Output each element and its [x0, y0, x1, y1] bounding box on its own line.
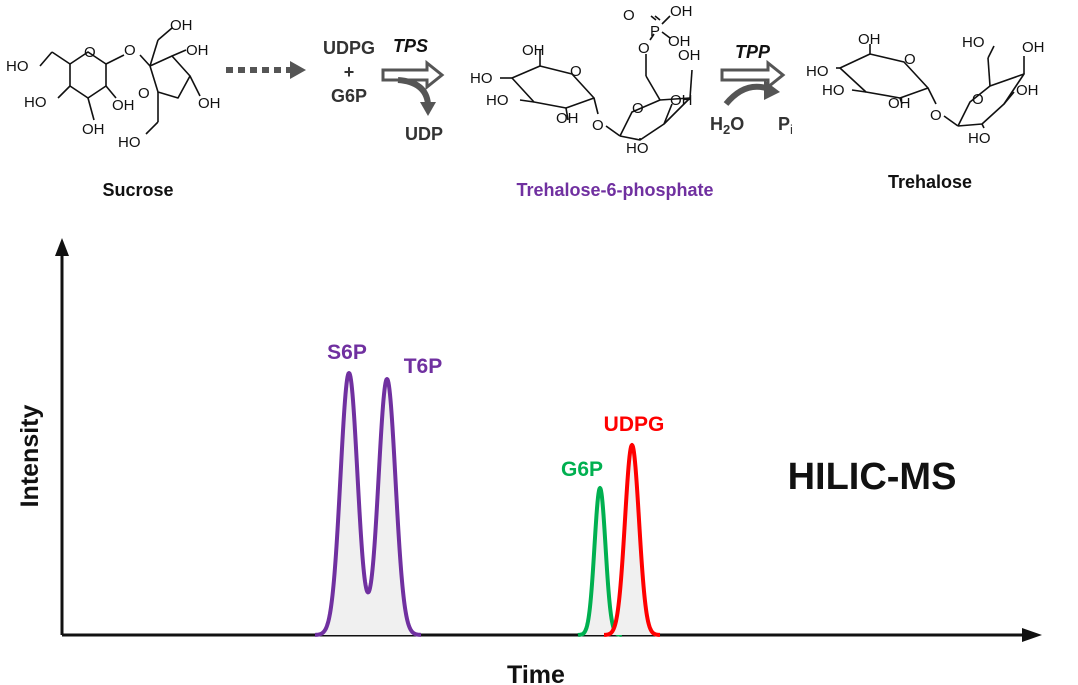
- label-trehalose: Trehalose: [888, 172, 972, 192]
- tre-oh-7: OH: [1016, 82, 1039, 99]
- substrate-udpg: UDPG: [323, 38, 375, 58]
- tre-ring-oxygen-1: O: [904, 51, 916, 68]
- hollow-arrow-icon: [720, 59, 786, 91]
- label-sucrose: Sucrose: [102, 180, 173, 200]
- sucrose-oh-5: OH: [170, 17, 193, 34]
- sucrose-oh-6: OH: [186, 42, 209, 59]
- tre-oh-1: OH: [858, 31, 881, 48]
- tre-ho-2: HO: [806, 63, 829, 80]
- y-axis-label: Intensity: [16, 405, 44, 508]
- t6p-oh-1: OH: [522, 42, 545, 59]
- reaction-tpp: TPP H2O Pi: [710, 42, 793, 137]
- tre-ho-3: HO: [822, 82, 845, 99]
- tre-ho-5: HO: [962, 34, 985, 51]
- t6p-ho-2: HO: [470, 70, 493, 87]
- x-axis-label: Time: [507, 661, 565, 685]
- phosphate-label: Pi: [778, 114, 793, 137]
- peak-area-udpg: [604, 445, 660, 635]
- label-t6p: Trehalose-6-phosphate: [516, 180, 713, 200]
- sucrose-ho-2: HO: [24, 94, 47, 111]
- t6p-oh-6: OH: [670, 92, 693, 109]
- t6p-ring-oxygen-2: O: [632, 100, 644, 117]
- dotted-arrow-icon: [226, 61, 306, 79]
- enzyme-tps: TPS: [393, 36, 428, 56]
- t6p-ho-7: HO: [626, 140, 649, 157]
- t6p-phosphorus: P: [650, 23, 660, 40]
- method-title: HILIC-MS: [788, 456, 957, 498]
- sucrose-ho-8: HO: [118, 134, 141, 151]
- enzyme-tpp: TPP: [735, 42, 771, 62]
- t6p-p-oh-1: OH: [670, 3, 693, 20]
- t6p-ho-3: HO: [486, 92, 509, 109]
- tre-ring-oxygen-2: O: [972, 91, 984, 108]
- hollow-arrow-icon: [381, 59, 445, 91]
- tre-oh-6: OH: [1022, 39, 1045, 56]
- peak-area-g6p: [578, 488, 622, 635]
- peak-label-udpg: UDPG: [604, 413, 665, 436]
- t6p-structure: O OH HO HO OH O O O P O OH OH OH OH HO: [470, 3, 701, 157]
- sucrose-bridge-oxygen: O: [124, 42, 136, 59]
- sucrose-ho-1: HO: [6, 58, 29, 75]
- product-udp: UDP: [405, 124, 443, 144]
- water-label: H2O: [710, 114, 744, 137]
- t6p-p-oh-2: OH: [668, 33, 691, 50]
- sucrose-fructose-oxygen: O: [138, 85, 150, 102]
- y-axis-arrow-icon: [55, 238, 69, 256]
- tre-ho-8: HO: [968, 130, 991, 147]
- plus-sign: +: [344, 62, 355, 82]
- sucrose-ring-oxygen: O: [84, 44, 96, 61]
- curved-arrow-icon: [397, 77, 431, 105]
- sucrose-oh-7: OH: [198, 95, 221, 112]
- t6p-oh-4: OH: [556, 110, 579, 127]
- reaction-tps: UDPG + G6P TPS UDP: [323, 36, 445, 144]
- x-axis-arrow-icon: [1022, 628, 1042, 642]
- curved-arrow-icon: [723, 83, 767, 106]
- sucrose-oh-3: OH: [82, 121, 105, 138]
- tre-bridge-oxygen: O: [930, 107, 942, 124]
- t6p-phosphate-oxygen: O: [638, 40, 650, 57]
- peak-trace-udpg: [602, 443, 662, 637]
- trehalose-structure: O OH HO HO OH O O HO OH OH HO: [806, 31, 1045, 147]
- t6p-ring-oxygen-1: O: [570, 63, 582, 80]
- peaks-layer: [313, 371, 662, 637]
- t6p-oh-5: OH: [678, 47, 701, 64]
- t6p-double-bond-oxygen: O: [623, 7, 635, 24]
- peak-area-s6p-t6p: [315, 373, 421, 635]
- substrate-g6p: G6P: [331, 86, 367, 106]
- tre-oh-4: OH: [888, 95, 911, 112]
- peak-label-t6p: T6P: [404, 355, 443, 378]
- peak-label-g6p: G6P: [561, 458, 603, 481]
- sucrose-oh-4: OH: [112, 97, 135, 114]
- t6p-bridge-oxygen: O: [592, 117, 604, 134]
- sucrose-structure: O HO HO OH OH O O OH OH OH HO: [6, 17, 221, 151]
- peak-label-s6p: S6P: [327, 341, 367, 364]
- peak-trace-s6p-t6p: [313, 371, 423, 637]
